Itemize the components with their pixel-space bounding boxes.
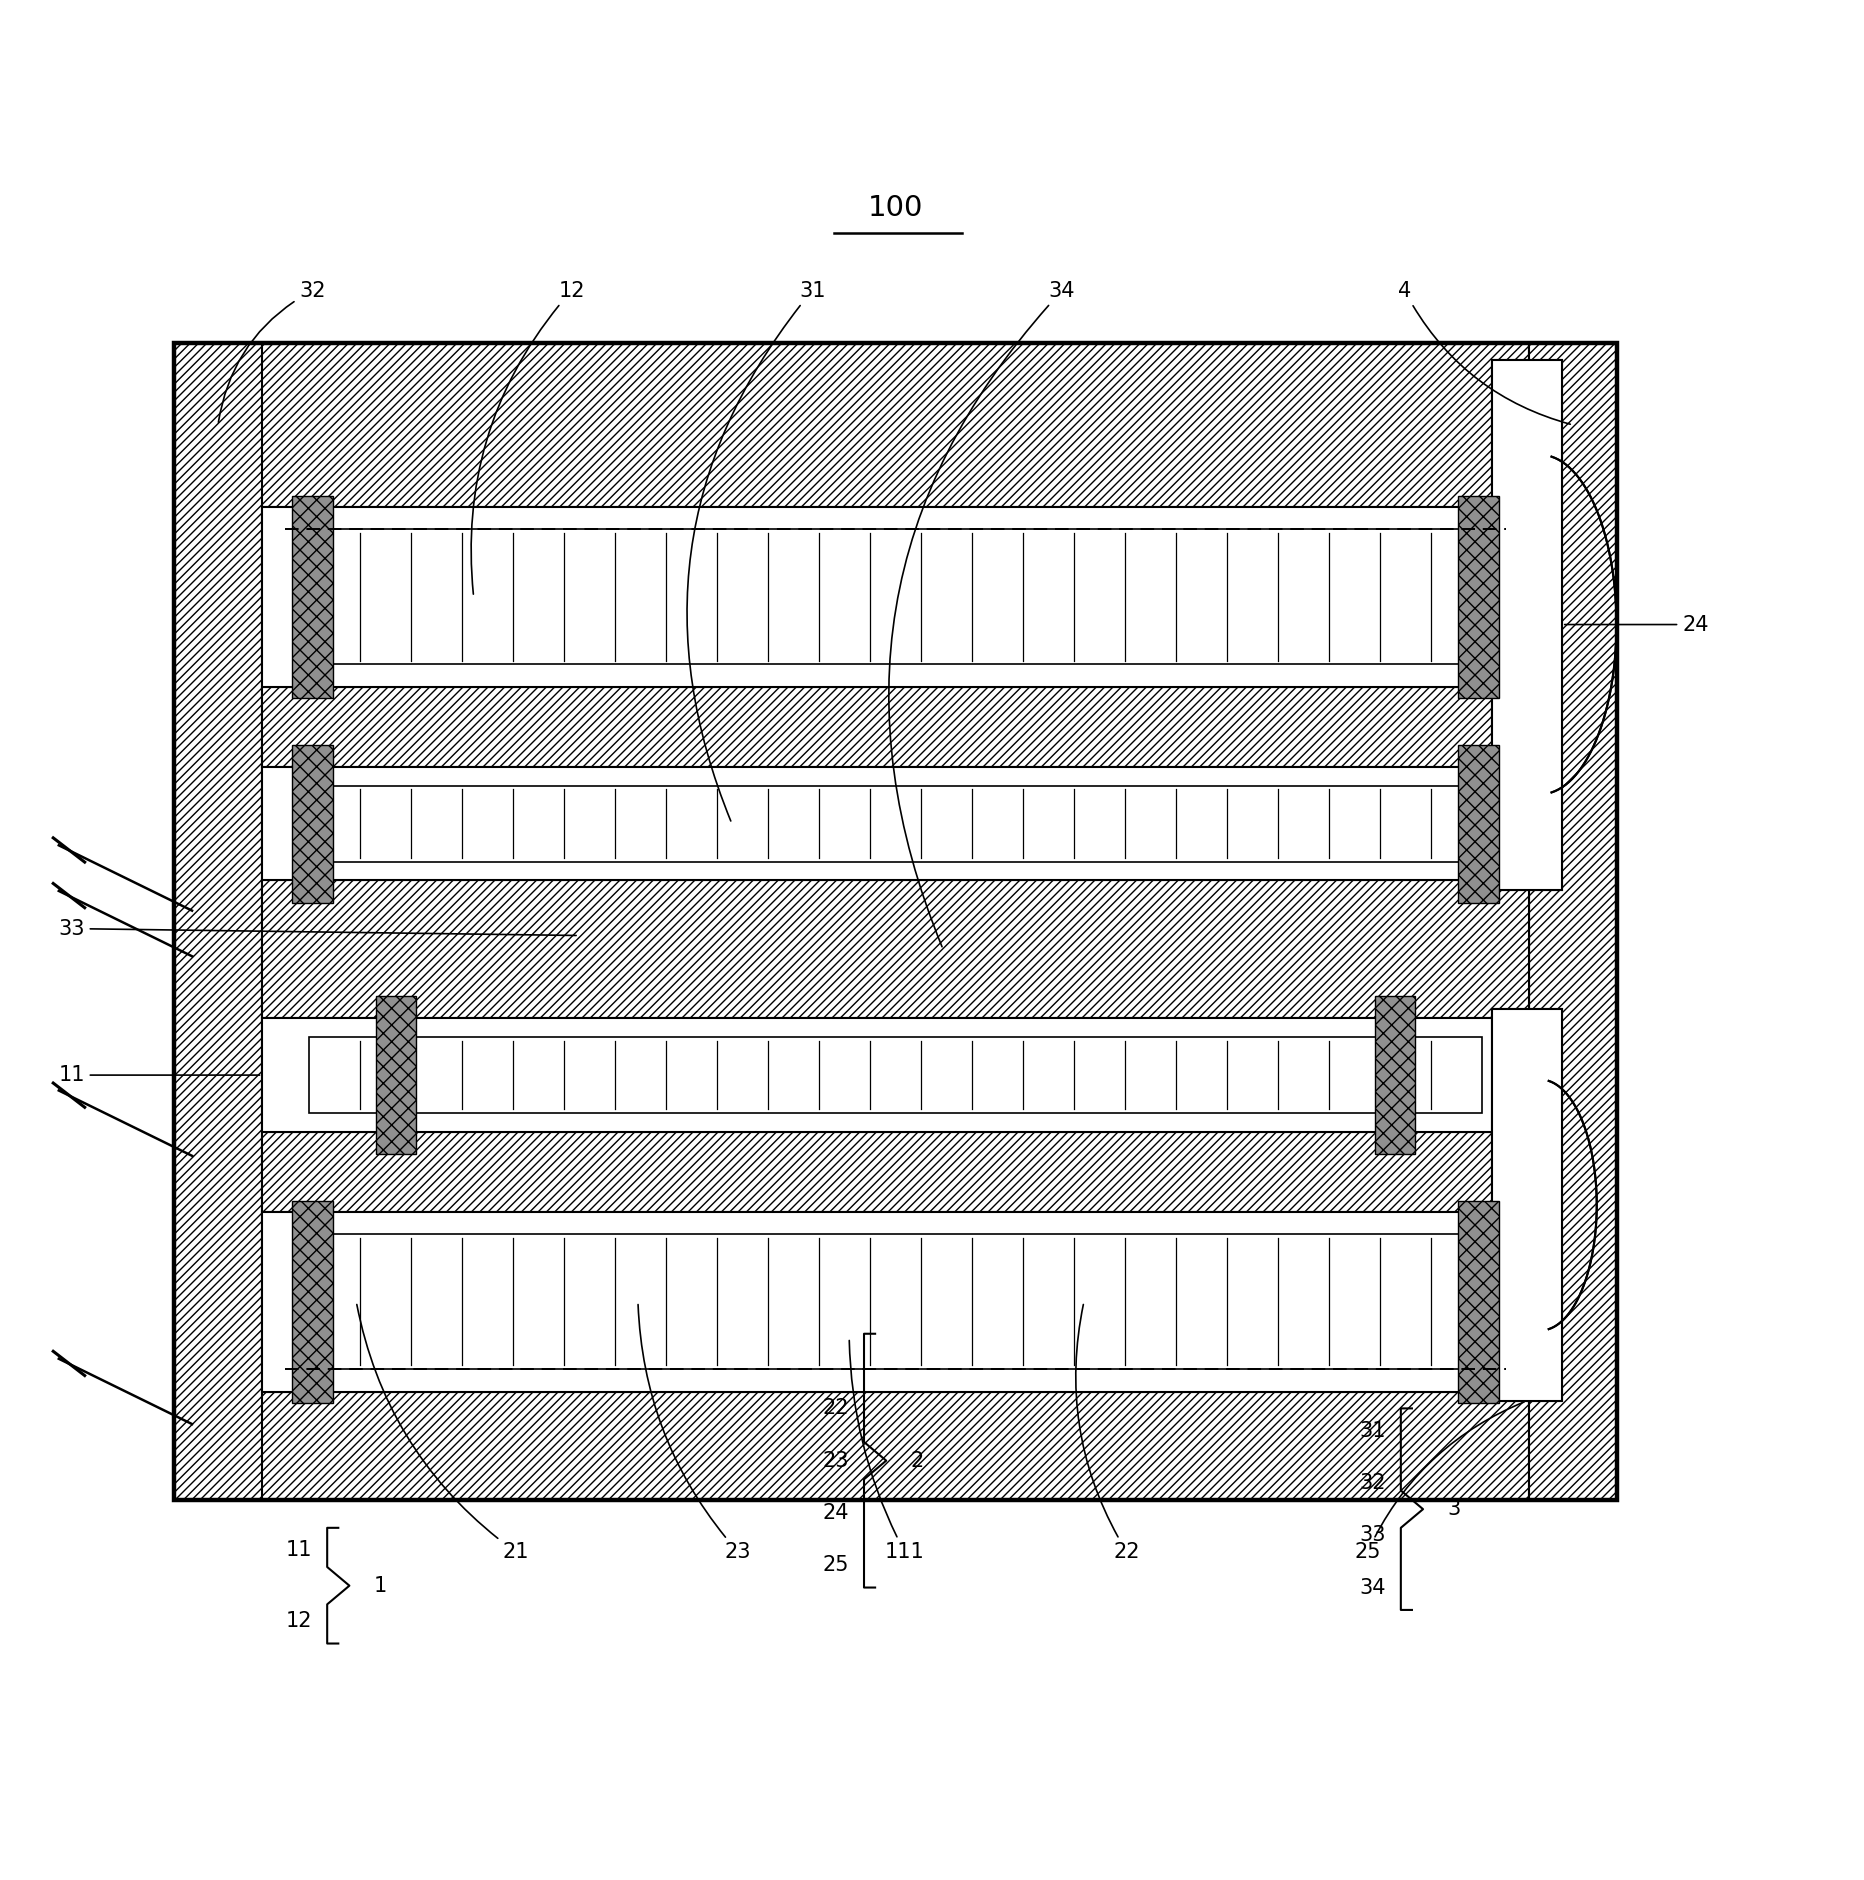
Text: 32: 32 (218, 280, 326, 423)
Bar (1458, 496, 1499, 697)
Bar (1528, 342, 1616, 1500)
Bar (263, 1132, 1528, 1213)
Bar (263, 686, 1528, 767)
Text: 4: 4 (1398, 280, 1569, 425)
Text: 2: 2 (910, 1451, 923, 1470)
Text: 31: 31 (1359, 1421, 1385, 1440)
Bar (1374, 996, 1415, 1154)
Bar (309, 1038, 1482, 1113)
Bar (263, 880, 1528, 1019)
Text: 24: 24 (822, 1502, 848, 1523)
Text: 21: 21 (822, 1346, 848, 1367)
Text: 22: 22 (822, 1399, 848, 1418)
Bar (1528, 342, 1616, 1500)
Text: 11: 11 (285, 1540, 311, 1560)
Text: 111: 111 (848, 1340, 925, 1562)
Bar (1491, 1010, 1560, 1401)
Bar (309, 786, 1482, 861)
Text: 11: 11 (58, 1066, 259, 1085)
Text: 34: 34 (889, 280, 1076, 948)
Bar (263, 508, 1528, 686)
Bar (1458, 744, 1499, 902)
Text: 23: 23 (637, 1305, 751, 1562)
Bar (263, 767, 1528, 880)
Text: 12: 12 (285, 1611, 311, 1632)
Bar (309, 530, 1482, 664)
Bar (173, 1391, 1616, 1500)
Text: 31: 31 (686, 280, 826, 822)
Bar (263, 1019, 1528, 1132)
Text: 22: 22 (1076, 1305, 1139, 1562)
Bar (1491, 359, 1560, 889)
Text: 25: 25 (822, 1555, 848, 1575)
Text: 3: 3 (1446, 1498, 1460, 1519)
Text: 100: 100 (867, 194, 923, 222)
Text: 1: 1 (373, 1575, 386, 1596)
Bar (1491, 1010, 1560, 1401)
Bar (173, 342, 1616, 1500)
Bar (309, 1235, 1482, 1369)
Text: 33: 33 (58, 919, 576, 938)
Text: 32: 32 (1359, 1474, 1385, 1493)
Text: 25: 25 (1353, 1402, 1523, 1562)
Bar (293, 1201, 334, 1402)
Bar (263, 1213, 1528, 1391)
Bar (293, 744, 334, 902)
Text: 21: 21 (356, 1305, 529, 1562)
Bar (263, 508, 1528, 1391)
Bar (173, 342, 1616, 508)
Bar (293, 496, 334, 697)
Text: 33: 33 (1359, 1525, 1385, 1545)
Text: 23: 23 (822, 1451, 848, 1470)
Bar (1458, 1201, 1499, 1402)
Bar (173, 342, 263, 1500)
Text: 24: 24 (1564, 615, 1707, 635)
Bar (1491, 359, 1560, 889)
Bar (375, 996, 416, 1154)
Text: 34: 34 (1359, 1577, 1385, 1598)
Text: 12: 12 (472, 280, 585, 594)
